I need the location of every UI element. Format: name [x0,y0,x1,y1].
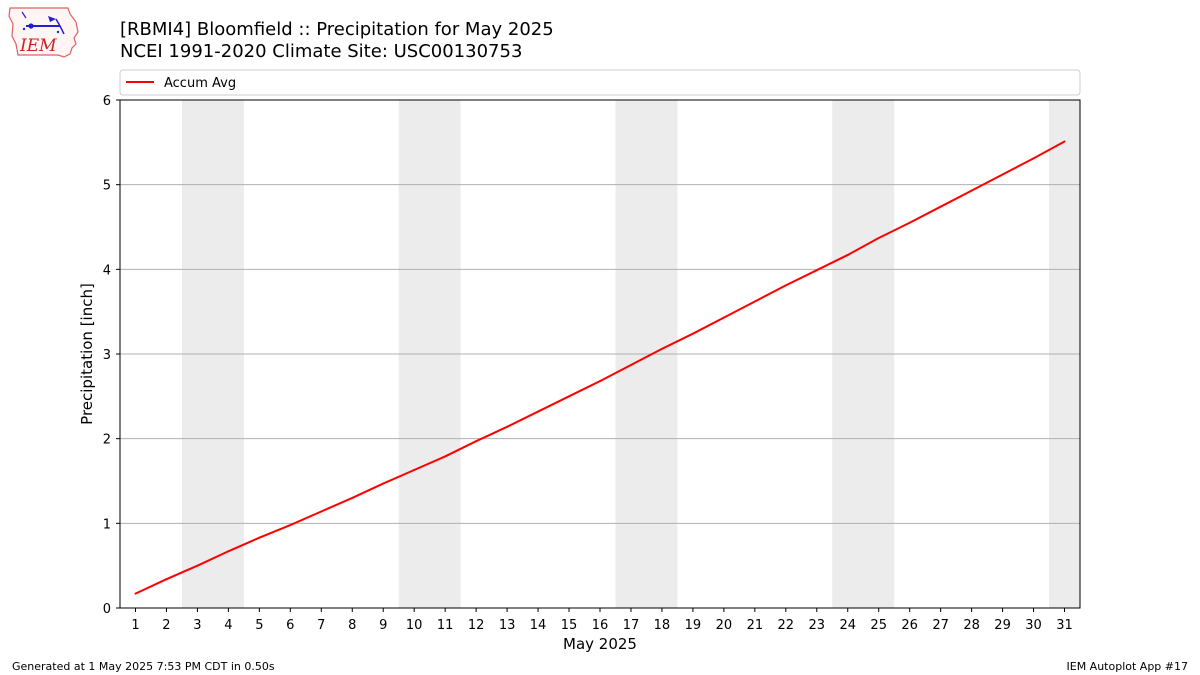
data-point-day-26 [908,221,911,224]
x-tick-label-1: 1 [131,618,139,633]
data-point-day-27 [939,205,942,208]
data-point-day-29 [1001,173,1004,176]
data-point-day-4 [227,550,230,553]
y-tick-label-5: 5 [103,179,111,194]
x-tick-label-18: 18 [654,618,671,633]
data-point-day-15 [568,395,571,398]
x-tick-label-6: 6 [286,618,294,633]
data-point-day-28 [970,189,973,192]
legend-box [119,69,1081,96]
x-tick-label-17: 17 [623,618,640,633]
x-axis-ticks: 1 2 3 4 5 6 7 8 9 10 11 12 13 14 15 16 17 18 19 20 21 22 23 24 2… [131,608,1073,633]
data-point-day-30 [1032,157,1035,160]
data-point-day-16 [599,380,601,383]
x-tick-label-3: 3 [193,618,201,633]
data-point-day-3 [196,564,199,567]
x-tick-label-30: 30 [1025,618,1042,633]
data-point-day-14 [537,410,540,413]
x-tick-label-8: 8 [348,618,356,633]
y-tick-label-6: 6 [103,94,111,109]
footer-app-text: IEM Autoplot App #17 [1067,660,1189,673]
series-line-accum-avg [135,140,1065,595]
data-point-day-21 [753,300,756,303]
x-tick-label-7: 7 [317,618,325,633]
data-point-day-8 [351,496,354,499]
data-point-day-12 [475,440,478,443]
data-point-day-19 [691,332,694,335]
data-point-day-11 [444,455,447,458]
x-tick-label-12: 12 [468,618,485,633]
x-tick-label-22: 22 [778,618,795,633]
y-tick-label-4: 4 [103,263,111,278]
y-axis-title: Precipitation [inch] [78,283,96,425]
data-point-day-6 [289,524,292,527]
x-tick-label-25: 25 [870,618,887,633]
data-point-day-20 [722,316,725,319]
data-point-day-9 [382,482,385,485]
data-point-day-17 [629,364,632,367]
x-tick-label-19: 19 [685,618,702,633]
series-layer [134,140,1066,595]
data-point-day-24 [846,253,849,256]
y-tick-label-3: 3 [103,348,111,363]
data-point-day-5 [258,536,261,539]
footer-generated-text: Generated at 1 May 2025 7:53 PM CDT in 0… [12,660,275,673]
y-tick-label-0: 0 [103,602,111,617]
logo-text: IEM [19,36,57,56]
x-tick-label-10: 10 [406,618,423,633]
plot-area: 1 2 3 4 5 6 7 8 9 10 11 12 13 14 15 16 17 18 19 20 21 22 23 24 2… [103,94,1081,633]
data-point-day-2 [165,578,168,581]
x-tick-label-31: 31 [1056,618,1073,633]
x-axis-title: May 2025 [563,635,637,653]
chart-title-line2: NCEI 1991-2020 Climate Site: USC00130753 [120,41,522,62]
x-tick-label-2: 2 [162,618,170,633]
grid-layer [120,99,1080,609]
y-axis-ticks: 0 1 2 3 4 5 6 [103,94,120,617]
data-point-day-23 [815,269,818,272]
x-tick-label-21: 21 [747,618,764,633]
weather-instrument-icon [21,11,65,35]
y-tick-label-1: 1 [103,517,111,532]
x-tick-label-27: 27 [932,618,949,633]
data-point-day-18 [660,347,663,350]
data-point-day-1 [134,592,137,595]
data-point-day-10 [413,468,416,471]
y-tick-label-2: 2 [103,433,111,448]
x-tick-label-9: 9 [379,618,387,633]
x-tick-label-29: 29 [994,618,1011,633]
chart-title-line1: [RBMI4] Bloomfield :: Precipitation for … [120,19,554,40]
x-tick-label-16: 16 [592,618,609,633]
x-tick-label-4: 4 [224,618,232,633]
x-tick-label-26: 26 [901,618,918,633]
data-point-day-31 [1063,140,1066,143]
iem-logo: IEM [8,7,79,58]
iowa-state-outline [8,7,79,58]
x-tick-label-28: 28 [963,618,980,633]
data-point-day-7 [320,510,323,513]
data-point-day-22 [784,284,787,287]
data-point-day-13 [506,425,509,428]
x-tick-label-23: 23 [809,618,826,633]
x-tick-label-5: 5 [255,618,263,633]
x-tick-label-15: 15 [561,618,578,633]
data-point-day-25 [877,237,880,240]
legend-label-accum-avg: Accum Avg [164,76,236,91]
x-tick-label-11: 11 [437,618,454,633]
x-tick-label-14: 14 [530,618,547,633]
x-tick-label-24: 24 [839,618,856,633]
legend: Accum Avg [119,69,1081,96]
x-tick-label-20: 20 [716,618,733,633]
x-tick-label-13: 13 [499,618,516,633]
